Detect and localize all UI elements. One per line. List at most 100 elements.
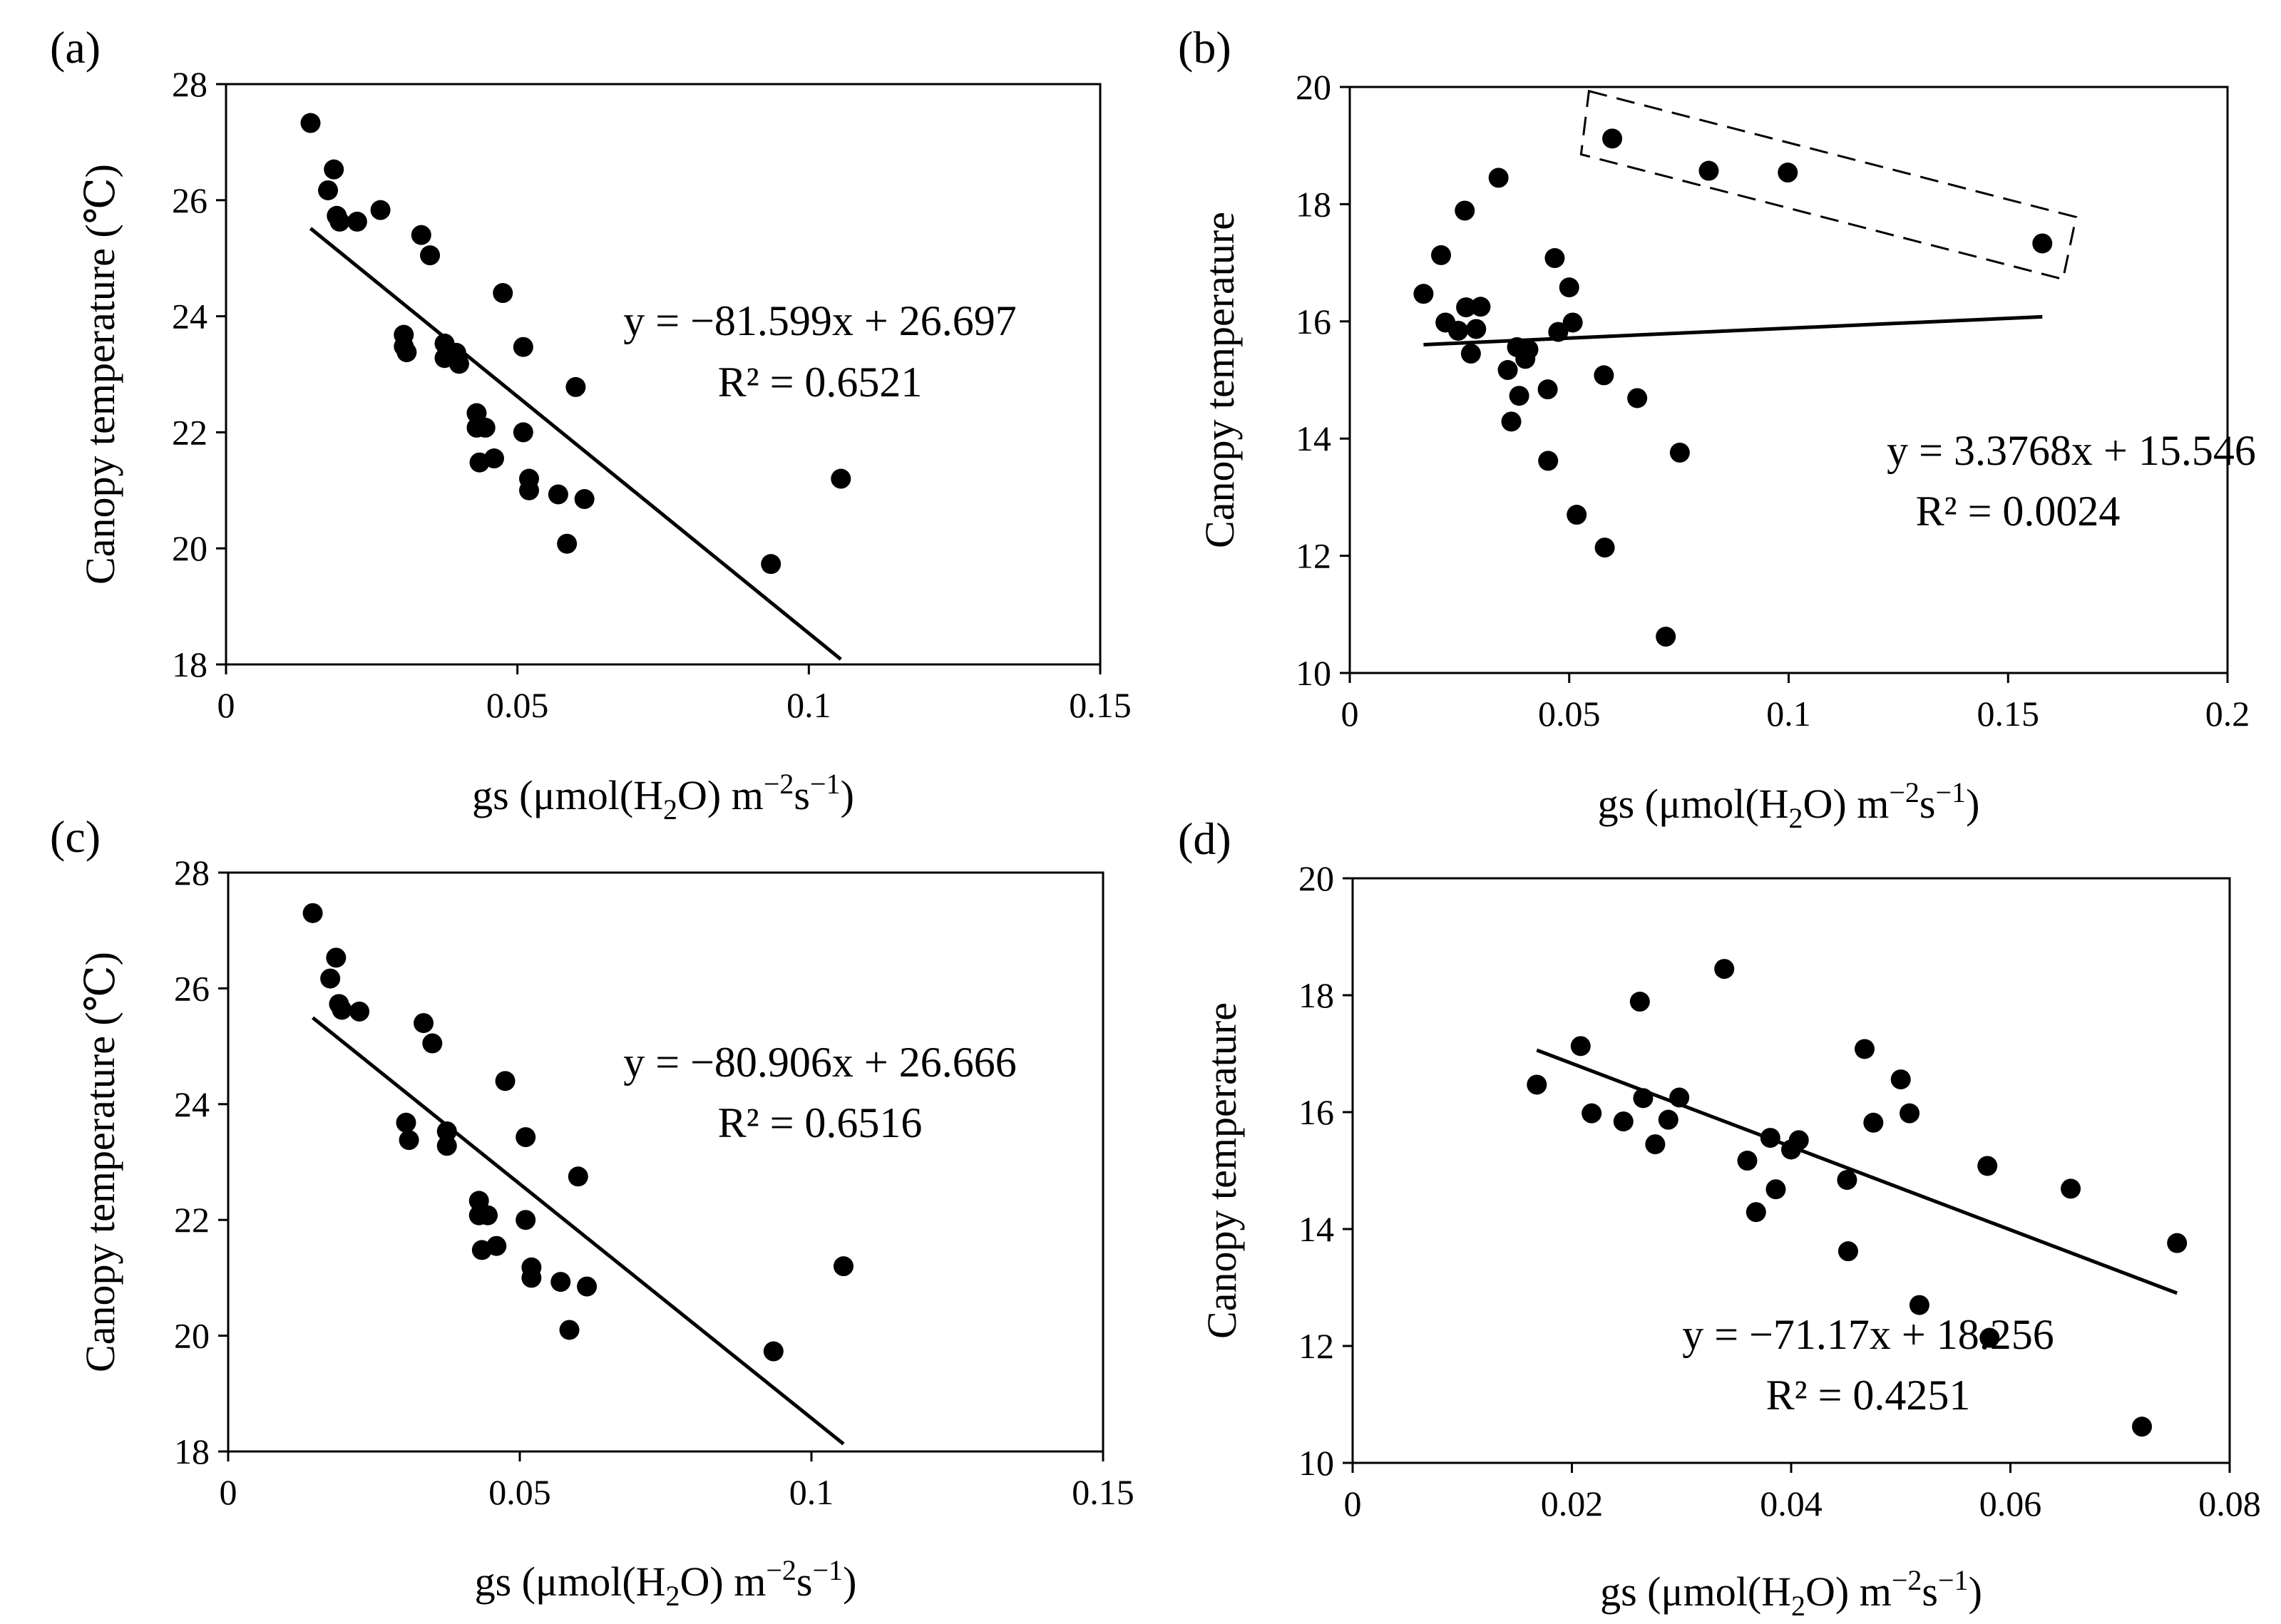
x-axis-label: gs (μmol(H2O) m−2s−1) — [1598, 776, 1980, 834]
x-axis-label-part: ) — [1969, 1568, 1982, 1615]
plot-frame — [225, 83, 1102, 666]
x-axis-label-part: −2 — [1889, 776, 1919, 808]
data-point — [1582, 1103, 1602, 1124]
x-axis-label-part: gs (μmol(H — [1600, 1568, 1791, 1615]
x-axis-label-part: gs (μmol(H — [1598, 781, 1789, 827]
x-tick-label: 0 — [1341, 694, 1359, 734]
panel-b: (b) 0 0.05 0.1 0.15 0.2 10 12 14 16 18 20 Canopy tem… — [1178, 22, 2256, 834]
x-tick-label: 0 — [217, 685, 235, 725]
y-axis-label: Canopy temperature — [1196, 212, 1243, 548]
data-point — [1737, 1151, 1758, 1171]
x-axis-label-part: ) — [841, 772, 854, 818]
x-tick-label: 0.02 — [1541, 1484, 1604, 1523]
x-axis-label-part: −1 — [810, 768, 841, 800]
data-point — [1977, 1156, 1998, 1176]
x-tick-label: 0 — [220, 1472, 237, 1512]
y-tick-label: 26 — [172, 180, 207, 220]
data-point — [1594, 538, 1615, 558]
data-point — [300, 113, 321, 133]
x-tick-label: 0.15 — [1069, 685, 1132, 725]
panel-label: (c) — [50, 811, 101, 862]
x-tick-label: 0.08 — [2198, 1484, 2261, 1523]
x-axis-label-part: −2 — [764, 768, 794, 800]
x-axis-label-part: gs (μmol(H — [472, 772, 663, 818]
x-tick-label: 0.2 — [2205, 694, 2250, 734]
y-tick-label: 22 — [172, 412, 207, 452]
x-axis-label-part: O) m — [1805, 1568, 1892, 1615]
data-point — [519, 480, 540, 500]
r-squared-label: R² = 0.0024 — [1916, 488, 2121, 535]
x-tick-label: 0.05 — [486, 685, 549, 725]
x-tick-label: 0.15 — [1072, 1472, 1134, 1512]
data-point — [1909, 1295, 1929, 1315]
y-tick-label: 18 — [172, 644, 207, 684]
x-axis-label-part: −2 — [1892, 1564, 1922, 1596]
data-point — [559, 1320, 580, 1340]
data-point — [436, 1121, 457, 1141]
data-point — [1460, 344, 1481, 364]
data-point — [1448, 320, 1469, 341]
y-tick-label: 12 — [1296, 536, 1331, 576]
data-point — [1656, 627, 1676, 647]
data-point — [420, 245, 441, 266]
data-point — [478, 1205, 498, 1225]
data-point — [1413, 284, 1434, 304]
y-tick-label: 24 — [174, 1084, 210, 1124]
x-tick-label: 0.04 — [1760, 1484, 1823, 1523]
data-point — [2132, 1417, 2152, 1437]
data-point — [2167, 1233, 2188, 1253]
data-point — [521, 1268, 542, 1288]
highlight-box — [1579, 89, 2078, 281]
data-point — [1863, 1112, 1884, 1133]
data-point — [1567, 505, 1587, 525]
data-point — [332, 999, 352, 1020]
x-axis-label-part: 2 — [1789, 802, 1803, 834]
data-point — [414, 1013, 434, 1034]
data-point — [1979, 1327, 2000, 1348]
r-squared-label: R² = 0.4251 — [1766, 1372, 1971, 1419]
data-point — [516, 1127, 536, 1148]
data-point — [324, 159, 344, 180]
data-point — [1562, 312, 1583, 333]
x-axis-label-part: −1 — [1936, 776, 1967, 808]
data-point — [1698, 160, 1719, 181]
data-point — [1890, 1069, 1911, 1090]
data-point — [2032, 233, 2053, 254]
data-point — [493, 283, 513, 304]
data-point — [831, 468, 851, 489]
x-axis-label-part: 2 — [1791, 1590, 1805, 1622]
x-axis-label-part: −1 — [1938, 1564, 1969, 1596]
data-point — [574, 489, 595, 510]
x-tick-label: 0.06 — [1979, 1484, 2042, 1523]
data-point — [548, 484, 568, 505]
data-point — [1900, 1103, 1920, 1124]
x-tick-label: 0.15 — [1977, 694, 2040, 734]
x-axis-label-part: s — [1922, 1568, 1938, 1615]
data-point — [302, 903, 323, 923]
data-point — [422, 1033, 443, 1054]
data-point — [1544, 248, 1565, 269]
data-point — [349, 1001, 370, 1022]
data-point — [1855, 1039, 1875, 1059]
panel-label: (a) — [50, 22, 101, 73]
data-point — [411, 225, 431, 245]
panel-a: (a) 0 0.05 0.1 0.15 18 20 22 24 26 28 Canopy temper… — [50, 22, 1132, 826]
data-point — [396, 1112, 416, 1133]
panel-d: (d) 0 0.02 0.04 0.06 0.08 10 12 14 16 18 20 Canopy t… — [1178, 813, 2261, 1622]
y-tick-label: 20 — [172, 528, 207, 568]
data-point — [466, 403, 487, 423]
panel-c: (c) 0 0.05 0.1 0.15 18 20 22 24 26 28 Canopy temper… — [50, 811, 1134, 1612]
x-axis-label: gs (μmol(H2O) m−2s−1) — [1600, 1564, 1982, 1622]
data-point — [1456, 297, 1477, 318]
data-point — [2061, 1178, 2081, 1199]
x-tick-label: 0.1 — [786, 685, 831, 725]
x-axis-label-part: 2 — [666, 1580, 680, 1612]
x-tick-label: 0.1 — [789, 1472, 834, 1512]
data-point — [1714, 959, 1735, 980]
data-point — [396, 342, 417, 363]
data-point — [1613, 1111, 1634, 1132]
y-tick-label: 26 — [174, 968, 210, 1008]
data-point — [1645, 1134, 1666, 1155]
y-tick-label: 20 — [174, 1316, 210, 1356]
y-axis-label: Canopy temperature (℃) — [77, 164, 123, 585]
